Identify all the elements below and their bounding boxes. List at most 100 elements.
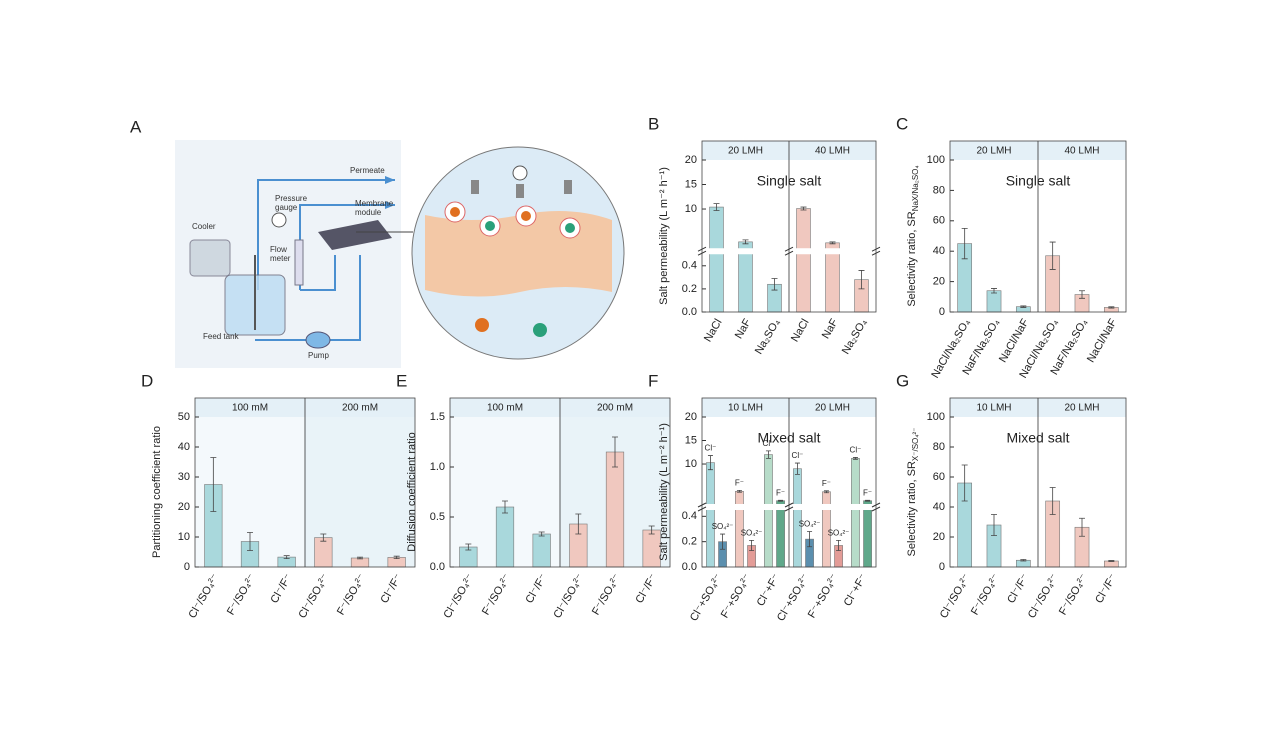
x-tick-label: Cl⁻/F⁻: [268, 572, 294, 606]
bar-label: F⁻: [776, 488, 785, 497]
panel-letter: G: [896, 371, 909, 390]
y-tick-label: 40: [178, 441, 190, 453]
y-tick-label: 80: [933, 184, 945, 196]
x-tick-label: F⁻+SO₄²⁻: [719, 572, 754, 620]
error-bar: [794, 462, 800, 475]
error-bar: [865, 499, 871, 502]
error-bar: [538, 531, 545, 537]
bar: [796, 208, 811, 313]
y-tick-label: 100: [927, 411, 945, 423]
y-axis-label-sub: X⁻/SO₄²⁻: [911, 428, 920, 462]
error-bar: [1020, 305, 1027, 308]
error-bar: [778, 499, 784, 502]
x-tick-label: Cl⁻/SO₄²⁻: [552, 572, 587, 621]
error-bar: [765, 450, 771, 459]
label: Pump: [308, 351, 329, 360]
y-tick-label: 20: [685, 154, 697, 166]
y-tick-label: 10: [685, 203, 697, 215]
y-axis-label-text: Selectivity ratio, SR: [906, 211, 918, 306]
label: Cooler: [192, 222, 216, 231]
error-bar: [1108, 560, 1115, 562]
section-label: 20 LMH: [1064, 403, 1099, 414]
x-tick-label: NaCl: [789, 317, 812, 344]
error-bar: [575, 513, 582, 535]
y-tick-label: 0.5: [430, 511, 445, 523]
panel-letter: A: [130, 117, 142, 136]
x-tick-label: F⁻+SO₄²⁻: [806, 572, 841, 620]
x-tick-label: Cl⁻/F⁻: [523, 572, 549, 606]
x-tick-label: Cl⁻/F⁻: [378, 572, 404, 606]
panel-letter: F: [648, 371, 658, 390]
y-axis-label-text: Selectivity ratio, SR: [906, 461, 918, 556]
error-bar: [357, 556, 363, 560]
y-tick-label: 15: [685, 434, 697, 446]
error-bar: [858, 270, 865, 290]
y-tick-label: 0.4: [682, 260, 697, 272]
bar: [776, 500, 785, 568]
y-axis-label: Selectivity ratio, SRNaX/Na₂SO₄: [906, 165, 920, 306]
y-tick-label: 0.2: [682, 283, 697, 295]
y-axis-label: Partitioning coefficient ratio: [151, 426, 163, 558]
x-tick-label: Na₂SO₄: [840, 317, 870, 357]
error-bar: [829, 241, 836, 245]
label: Pressure: [275, 194, 308, 203]
y-tick-label: 20: [933, 276, 945, 288]
section-label: 100 mM: [232, 403, 268, 414]
x-tick-label: Cl⁻+SO₄²⁻: [688, 572, 725, 624]
error-bar: [852, 457, 858, 460]
error-bar: [1079, 517, 1085, 537]
error-bar: [1049, 487, 1056, 515]
cooler: [189, 239, 231, 277]
y-axis-label: Selectivity ratio, SRX⁻/SO₄²⁻: [906, 428, 920, 557]
error-bar: [836, 540, 842, 551]
x-tick-label: Cl⁻/F⁻: [1005, 572, 1031, 606]
arrows: [385, 176, 395, 209]
error-bar: [1020, 559, 1027, 562]
y-tick-label: 40: [933, 501, 945, 513]
error-bar: [720, 533, 726, 550]
bar-label: F⁻: [863, 488, 872, 497]
panel-letter: B: [648, 114, 659, 133]
error-bar: [612, 436, 618, 468]
section-bg: [702, 417, 789, 567]
gauge-icon: [271, 212, 287, 228]
label: Feed tank: [203, 332, 240, 341]
x-tick-label: F⁻/SO₄²⁻: [225, 572, 258, 618]
y-axis-label-text: Salt permeability (L m⁻² h⁻¹): [658, 423, 670, 561]
flow-meter: [294, 239, 304, 286]
x-tick-label: Cl⁻+F⁻: [842, 572, 870, 609]
error-bar: [283, 555, 290, 559]
bar-label: SO₄²⁻: [828, 529, 850, 538]
bar-label: Cl⁻: [705, 444, 717, 453]
bar: [851, 458, 860, 568]
label: Permeate: [350, 166, 385, 175]
y-tick-label: 1.5: [430, 411, 445, 423]
bar-label: SO₄²⁻: [712, 522, 734, 531]
x-tick-label: Cl⁻/SO₄²⁻: [297, 572, 332, 621]
plot-frame: [701, 397, 877, 568]
pump: [305, 331, 331, 349]
error-bar: [465, 543, 472, 551]
y-tick-label: 0.0: [682, 306, 697, 318]
y-axis-label-text: Salt permeability (L m⁻² h⁻¹): [658, 167, 670, 305]
x-tick-label: Na₂SO₄: [753, 317, 783, 357]
y-tick-label: 100: [927, 154, 945, 166]
error-bar: [749, 540, 755, 551]
y-tick-label: 0.4: [682, 510, 697, 522]
error-bar: [247, 532, 253, 551]
error-bar: [1079, 290, 1085, 299]
y-tick-label: 40: [933, 245, 945, 257]
membrane-module: [318, 220, 392, 250]
x-tick-label: F⁻/SO₄²⁻: [480, 572, 513, 618]
x-tick-label: F⁻/SO₄²⁻: [335, 572, 368, 618]
section-bg: [789, 417, 876, 567]
y-tick-label: 10: [685, 458, 697, 470]
section-label: 40 LMH: [1064, 146, 1099, 157]
label: gauge: [275, 203, 298, 212]
error-bar: [1049, 241, 1056, 270]
y-axis-label: Salt permeability (L m⁻² h⁻¹): [658, 167, 670, 305]
bar: [1103, 560, 1119, 568]
bar: [350, 557, 370, 568]
bar: [495, 506, 515, 568]
